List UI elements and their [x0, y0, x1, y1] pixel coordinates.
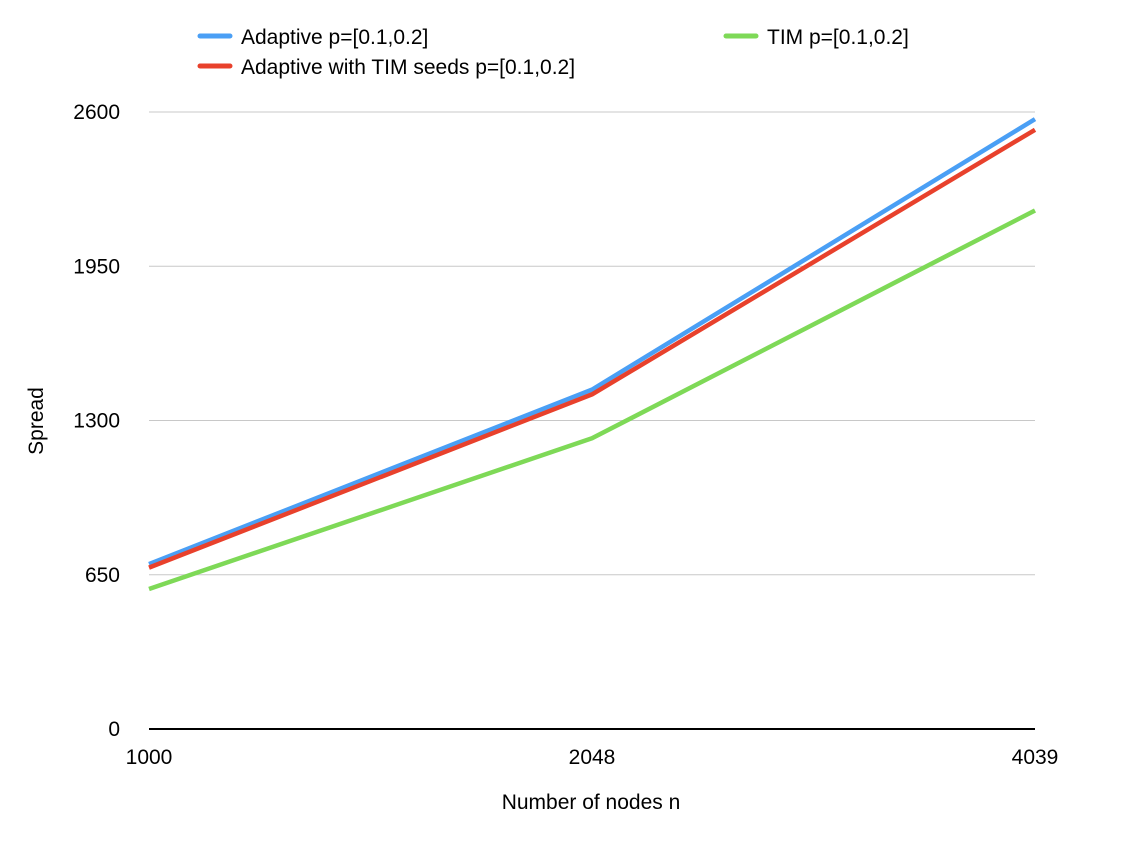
y-tick-label: 1950: [73, 255, 120, 278]
x-tick-label: 2048: [569, 746, 616, 769]
y-tick-label: 650: [85, 564, 120, 587]
legend-label: TIM p=[0.1,0.2]: [767, 26, 909, 49]
legend-label: Adaptive with TIM seeds p=[0.1,0.2]: [241, 56, 575, 79]
x-tick-label: 4039: [1012, 746, 1059, 769]
x-tick-label: 1000: [126, 746, 173, 769]
y-axis-label: Spread: [25, 387, 48, 455]
gridlines: [149, 111, 1035, 576]
series-line: [148, 208, 1037, 592]
y-tick-label: 2600: [73, 101, 120, 124]
series-line: [148, 117, 1037, 567]
axes: 0 650 1300 1950 2600 1000 2048 4039: [73, 101, 1058, 769]
x-axis-label: Number of nodes n: [502, 791, 681, 814]
y-tick-label: 0: [108, 718, 120, 741]
series-line: [148, 127, 1037, 570]
legend-label: Adaptive p=[0.1,0.2]: [241, 26, 428, 49]
y-tick-label: 1300: [73, 410, 120, 433]
series-lines: [148, 117, 1037, 592]
legend: Adaptive p=[0.1,0.2] Adaptive with TIM se…: [197, 26, 909, 79]
